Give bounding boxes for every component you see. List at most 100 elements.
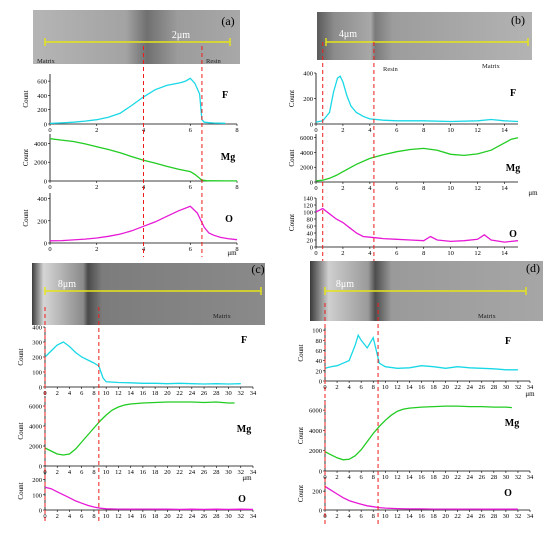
x-tick-label: 0 bbox=[48, 127, 51, 134]
y-tick-label: 200 bbox=[37, 218, 47, 225]
x-tick-label: 8 bbox=[422, 250, 425, 257]
series-line-F bbox=[49, 77, 226, 125]
x-tick-label: 32 bbox=[238, 469, 245, 476]
scale-bar-label-a: 2μm bbox=[172, 30, 190, 41]
series-line-O bbox=[324, 485, 518, 510]
x-tick-label: 4 bbox=[368, 127, 372, 134]
element-label-Mg: Mg bbox=[237, 424, 251, 435]
x-tick-label: 10 bbox=[103, 390, 110, 397]
x-tick-label: 18 bbox=[152, 390, 159, 397]
x-tick-label: 12 bbox=[394, 513, 401, 520]
y-tick-label: 60 bbox=[307, 224, 314, 231]
y-tick-label: 200 bbox=[37, 107, 47, 114]
series-line-O bbox=[315, 207, 519, 243]
x-tick-label: 14 bbox=[127, 390, 134, 397]
x-tick-label: 2 bbox=[56, 513, 59, 520]
scale-bar-label-c: 8μm bbox=[58, 279, 76, 290]
x-tick-label: 28 bbox=[491, 513, 498, 520]
y-axis-label: Count bbox=[22, 90, 30, 107]
x-tick-label: 6 bbox=[80, 469, 84, 476]
x-tick-label: 8 bbox=[92, 513, 95, 520]
image-label-matrix-a: Matrix bbox=[37, 58, 55, 65]
element-label-O: O bbox=[225, 214, 233, 225]
x-tick-label: 6 bbox=[395, 185, 399, 192]
x-tick-label: 0 bbox=[314, 127, 317, 134]
x-tick-label: 26 bbox=[479, 474, 486, 481]
x-tick-label: 10 bbox=[382, 513, 389, 520]
y-tick-label: 200 bbox=[32, 355, 42, 362]
element-label-F: F bbox=[241, 335, 247, 346]
y-tick-label: 60 bbox=[316, 348, 323, 355]
x-tick-label: 16 bbox=[140, 390, 147, 397]
x-tick-label: 30 bbox=[225, 469, 232, 476]
x-tick-label: 32 bbox=[238, 513, 245, 520]
x-tick-label: 2 bbox=[56, 390, 59, 397]
x-tick-label: 30 bbox=[503, 513, 510, 520]
y-axis-label: Count bbox=[22, 149, 30, 166]
subplot-Mg-d: 0200040006000024681012141618202224262830… bbox=[297, 400, 534, 481]
x-unit-label-b: μm bbox=[528, 189, 538, 197]
x-tick-label: 28 bbox=[491, 474, 498, 481]
x-tick-label: 22 bbox=[454, 384, 461, 391]
x-tick-label: 26 bbox=[201, 390, 208, 397]
y-tick-label: 0 bbox=[44, 241, 47, 248]
x-tick-label: 6 bbox=[80, 513, 84, 520]
x-tick-label: 20 bbox=[164, 513, 171, 520]
x-tick-label: 24 bbox=[189, 469, 196, 476]
y-tick-label: 100 bbox=[32, 492, 42, 499]
element-label-F: F bbox=[222, 90, 228, 101]
x-tick-label: 8 bbox=[422, 127, 425, 134]
element-label-O: O bbox=[238, 494, 246, 505]
x-tick-label: 6 bbox=[360, 384, 364, 391]
y-axis-label: Count bbox=[297, 344, 305, 361]
x-tick-label: 16 bbox=[140, 469, 147, 476]
x-tick-label: 30 bbox=[503, 384, 510, 391]
x-tick-label: 16 bbox=[140, 513, 147, 520]
x-tick-label: 4 bbox=[368, 250, 372, 257]
x-tick-label: 4 bbox=[347, 474, 351, 481]
panel-letter-d: (d) bbox=[526, 261, 540, 275]
x-tick-label: 28 bbox=[213, 390, 220, 397]
x-tick-label: 8 bbox=[372, 474, 375, 481]
x-tick-label: 4 bbox=[368, 185, 372, 192]
x-tick-label: 26 bbox=[201, 513, 208, 520]
x-tick-label: 16 bbox=[418, 513, 425, 520]
x-tick-label: 30 bbox=[225, 513, 232, 520]
x-tick-label: 12 bbox=[115, 390, 122, 397]
y-tick-label: 100 bbox=[303, 210, 313, 217]
x-tick-label: 20 bbox=[164, 469, 171, 476]
x-tick-label: 8 bbox=[235, 246, 238, 253]
x-tick-label: 2 bbox=[335, 474, 338, 481]
x-tick-label: 0 bbox=[314, 250, 317, 257]
x-tick-label: 8 bbox=[235, 184, 238, 191]
subplot-Mg-a: 02000400002468CountMg bbox=[22, 134, 239, 191]
y-tick-label: 0 bbox=[39, 464, 42, 471]
x-tick-label: 28 bbox=[213, 513, 220, 520]
y-tick-label: 20 bbox=[316, 368, 323, 375]
x-tick-label: 8 bbox=[92, 390, 95, 397]
y-tick-label: 0 bbox=[44, 122, 47, 129]
x-tick-label: 10 bbox=[382, 384, 389, 391]
subplot-F-d: 0204060801000246810121416182022242628303… bbox=[297, 325, 534, 391]
x-unit-label-c: μm bbox=[242, 474, 252, 482]
series-line-Mg bbox=[315, 137, 519, 182]
y-axis-label: Count bbox=[288, 90, 296, 107]
x-tick-label: 34 bbox=[527, 384, 534, 391]
x-tick-label: 10 bbox=[447, 185, 454, 192]
x-unit-label-a: μm bbox=[227, 249, 237, 257]
x-tick-label: 6 bbox=[395, 250, 399, 257]
subplot-F-a: 020040060002468CountF bbox=[22, 74, 239, 134]
y-tick-label: 200 bbox=[303, 96, 313, 103]
y-axis-label: Count bbox=[297, 427, 305, 444]
y-tick-label: 0 bbox=[39, 508, 42, 515]
series-line-F bbox=[44, 341, 241, 385]
element-label-Mg: Mg bbox=[221, 152, 235, 163]
x-tick-label: 6 bbox=[80, 390, 84, 397]
x-tick-label: 20 bbox=[442, 474, 449, 481]
x-tick-label: 4 bbox=[347, 513, 351, 520]
y-tick-label: 0 bbox=[39, 385, 42, 392]
x-tick-label: 34 bbox=[250, 513, 257, 520]
